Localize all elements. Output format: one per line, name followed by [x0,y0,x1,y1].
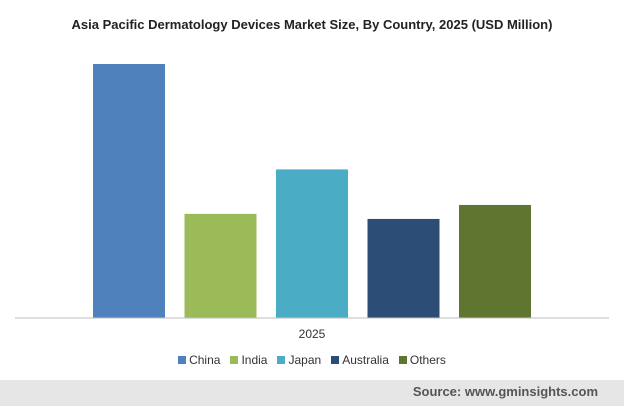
legend-label: India [241,353,268,367]
legend-swatch [277,356,286,364]
legend-swatch [230,356,239,364]
bar-australia [367,218,440,318]
chart-title: Asia Pacific Dermatology Devices Market … [71,17,553,32]
source-text: Source: www.gminsights.com [412,384,598,399]
footer-bar: Source: www.gminsights.com [0,380,624,406]
x-tick-label-2025: 2025 [299,327,326,341]
bar-china [93,64,165,318]
legend-item-china: China [178,353,220,367]
bar-india [184,213,257,318]
bar-japan [276,169,348,318]
legend-label: Japan [288,353,322,367]
legend-label: Others [409,353,446,367]
legend: China India Japan Australia Others [0,353,624,367]
legend-label: Australia [342,353,389,367]
legend-item-australia: Australia [331,353,389,367]
legend-swatch [178,356,187,364]
bars-group [93,64,531,318]
legend-swatch [331,356,340,364]
legend-item-japan: Japan [277,353,321,367]
bar-others [459,204,531,318]
legend-item-india: India [230,353,267,367]
legend-swatch [398,356,407,364]
legend-item-others: Others [398,353,446,367]
bar-chart: 2025 [15,64,609,341]
legend-label: China [189,353,221,367]
